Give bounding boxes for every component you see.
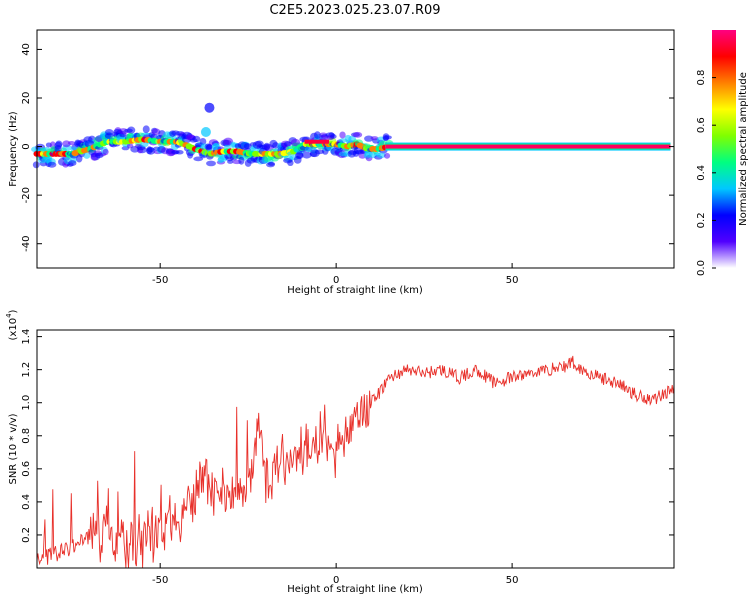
spectrogram-cell xyxy=(68,160,77,167)
spectrogram-xlabel: Height of straight line (km) xyxy=(287,285,423,296)
spectrogram-ylabel: Frequency (Hz) xyxy=(8,111,19,187)
snr-ytick-label: 0.4 xyxy=(21,494,32,510)
snr-line-layer xyxy=(36,355,675,569)
spectrogram-cell xyxy=(204,102,215,113)
spectrogram-cell xyxy=(314,149,325,155)
spectrogram-band-core xyxy=(385,144,671,149)
spectrogram-cell xyxy=(339,131,346,139)
spectrogram-cell xyxy=(352,131,363,138)
snr-ytick-label: 1.4 xyxy=(21,329,32,345)
spectrogram-cell xyxy=(67,141,76,146)
colorbar-tick-label: 0.2 xyxy=(696,212,707,228)
spectrogram-panel: -50 0 50 -40 -20 0 20 40 Height of straight lin… xyxy=(8,29,675,296)
spectrogram-heat-layer xyxy=(31,44,671,254)
colorbar-tick-label: 0.4 xyxy=(696,165,707,181)
spectrogram-cell xyxy=(243,143,252,150)
spectrogram-cell xyxy=(227,159,234,164)
spectrogram-frame xyxy=(36,29,675,269)
snr-series-line xyxy=(36,355,675,569)
snr-xlabel: Height of straight line (km) xyxy=(287,584,423,595)
spectrogram-cell xyxy=(54,144,62,153)
spectrogram-cell xyxy=(383,152,391,159)
spectrogram-cell xyxy=(83,152,91,159)
snr-ytick-label: 0.6 xyxy=(21,461,32,477)
spectrogram-cell xyxy=(287,159,294,167)
snr-ylabel: SNR (10 * v/v) xyxy=(8,413,19,484)
spectrogram-cell xyxy=(142,125,150,134)
snr-ytick-label: 1.0 xyxy=(21,395,32,411)
snr-xtick-label: 0 xyxy=(333,575,339,586)
spectrogram-band-core xyxy=(304,139,330,144)
spectrogram-cell xyxy=(95,152,104,159)
snr-ytick-label: 0.8 xyxy=(21,428,32,444)
spectrogram-cell xyxy=(290,138,301,147)
spectrogram-ytick-label: -40 xyxy=(21,236,32,252)
spectrogram-cell xyxy=(35,243,46,254)
colorbar-tick-label: 0.6 xyxy=(696,117,707,133)
spectrogram-cell xyxy=(192,135,201,143)
colorbar-label: Normalized spectral amplitude xyxy=(738,72,749,226)
snr-frame xyxy=(36,329,675,569)
spectrogram-ytick-label: 0 xyxy=(21,143,32,149)
spectrogram-cell xyxy=(330,134,337,139)
spectrogram-cell xyxy=(238,156,245,165)
spectrogram-ytick-label: 40 xyxy=(21,43,32,56)
svg-text:(x104): (x104) xyxy=(5,309,19,340)
snr-plot-area xyxy=(37,330,674,568)
spectrogram-cell xyxy=(206,160,216,167)
spectrogram-cell xyxy=(32,161,40,169)
snr-xtick-label: 50 xyxy=(506,575,519,586)
colorbar-tick-label: 0.8 xyxy=(696,70,707,86)
spectrogram-cell xyxy=(263,142,271,151)
spectrogram-cell xyxy=(102,148,109,156)
spectrogram-xtick-label: -50 xyxy=(152,275,168,286)
colorbar-gradient xyxy=(712,30,736,268)
snr-xtick-label: -50 xyxy=(152,575,168,586)
spectrogram-cell xyxy=(313,131,321,139)
spectrogram-cell xyxy=(370,136,379,141)
spectrogram-cell xyxy=(267,161,276,166)
spectrogram-cell xyxy=(295,152,304,160)
spectrogram-cell xyxy=(127,126,136,134)
snr-panel: -50 0 50 0.2 0.4 0.6 0.8 1.0 1.2 1.4 Height of st… xyxy=(5,309,675,595)
spectrogram-cell xyxy=(175,149,184,155)
spectrogram-cell xyxy=(47,161,57,168)
snr-ytick-label: 1.2 xyxy=(21,362,32,378)
colorbar-tick-label: 0.0 xyxy=(696,260,707,276)
colorbar-ticks: 0.0 0.2 0.4 0.6 0.8 xyxy=(696,70,716,276)
spectrogram-cell xyxy=(272,142,280,149)
snr-scale-suffix: ) xyxy=(8,309,19,313)
spectrogram-ytick-label: -20 xyxy=(21,187,32,203)
spectrogram-cell xyxy=(105,128,114,136)
snr-ytick-label: 0.2 xyxy=(21,527,32,543)
figure-title: C2E5.2023.025.23.07.R09 xyxy=(269,3,440,18)
spectrogram-cell xyxy=(383,135,392,140)
spectrogram-cell xyxy=(150,133,158,140)
spectrogram-cell xyxy=(301,151,312,159)
snr-scale-label: (x104) xyxy=(5,309,19,340)
colorbar: 0.0 0.2 0.4 0.6 0.8 Normalized spectral ampl… xyxy=(696,30,749,276)
snr-ticks: -50 0 50 0.2 0.4 0.6 0.8 1.0 1.2 1.4 xyxy=(21,329,674,586)
snr-scale-exponent: 4 xyxy=(5,313,13,318)
spectrogram-xtick-label: 50 xyxy=(506,275,519,286)
spectrogram-cell xyxy=(193,156,204,162)
spectrogram-cell xyxy=(146,147,156,155)
spectrogram-cell xyxy=(151,128,161,136)
spectrogram-ticks: -50 0 50 -40 -20 0 20 40 xyxy=(21,43,674,286)
snr-scale-prefix: (x10 xyxy=(8,318,19,341)
spectrogram-ytick-label: 20 xyxy=(21,92,32,105)
spectrogram-cell xyxy=(200,127,211,137)
spectrogram-cell xyxy=(376,152,386,159)
spectrogram-cell xyxy=(199,138,207,145)
spectrogram-xtick-label: 0 xyxy=(333,275,339,286)
